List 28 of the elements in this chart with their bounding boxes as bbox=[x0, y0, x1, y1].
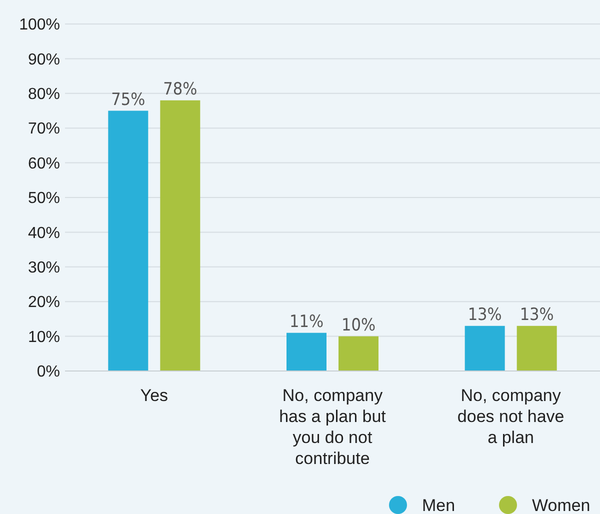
y-tick-label: 20% bbox=[28, 294, 60, 312]
y-tick-label: 50% bbox=[28, 190, 60, 208]
x-tick-label: Yes bbox=[140, 386, 168, 405]
bar bbox=[338, 336, 378, 371]
x-tick-label: No, company does not have a plan bbox=[457, 386, 564, 447]
y-tick-label: 60% bbox=[28, 155, 60, 172]
data-label: 13% bbox=[468, 304, 502, 325]
bar bbox=[286, 332, 326, 371]
y-tick-label: 40% bbox=[28, 224, 60, 242]
data-label: 11% bbox=[290, 312, 324, 332]
y-tick-label: 80% bbox=[28, 86, 60, 103]
y-tick-label: 30% bbox=[28, 260, 60, 276]
y-tick-label: 90% bbox=[28, 51, 60, 68]
bar bbox=[160, 100, 200, 371]
bar bbox=[516, 326, 557, 371]
bar bbox=[108, 110, 148, 371]
y-tick-label: 100% bbox=[19, 16, 60, 34]
y-tick-label: 10% bbox=[28, 328, 60, 346]
data-label: 75% bbox=[111, 90, 146, 110]
data-label: 13% bbox=[520, 304, 554, 325]
legend-label: Men bbox=[422, 496, 456, 514]
bar bbox=[464, 326, 505, 371]
y-tick-label: 70% bbox=[28, 120, 60, 138]
x-tick-label: No, company has a plan but you do not contribute bbox=[279, 386, 386, 468]
data-label: 78% bbox=[163, 79, 198, 100]
legend-label: Women bbox=[532, 496, 590, 514]
data-label: 10% bbox=[342, 315, 376, 336]
y-tick-label: 0% bbox=[36, 364, 60, 381]
